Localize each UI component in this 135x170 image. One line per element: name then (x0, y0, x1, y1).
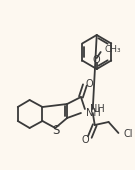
Text: S: S (53, 123, 60, 137)
Text: O: O (85, 79, 93, 89)
Text: O: O (93, 55, 101, 65)
Text: Cl: Cl (123, 129, 133, 139)
Text: CH₃: CH₃ (105, 46, 121, 55)
Text: NH: NH (90, 104, 105, 114)
Text: NH: NH (86, 108, 101, 118)
Text: O: O (81, 135, 89, 145)
